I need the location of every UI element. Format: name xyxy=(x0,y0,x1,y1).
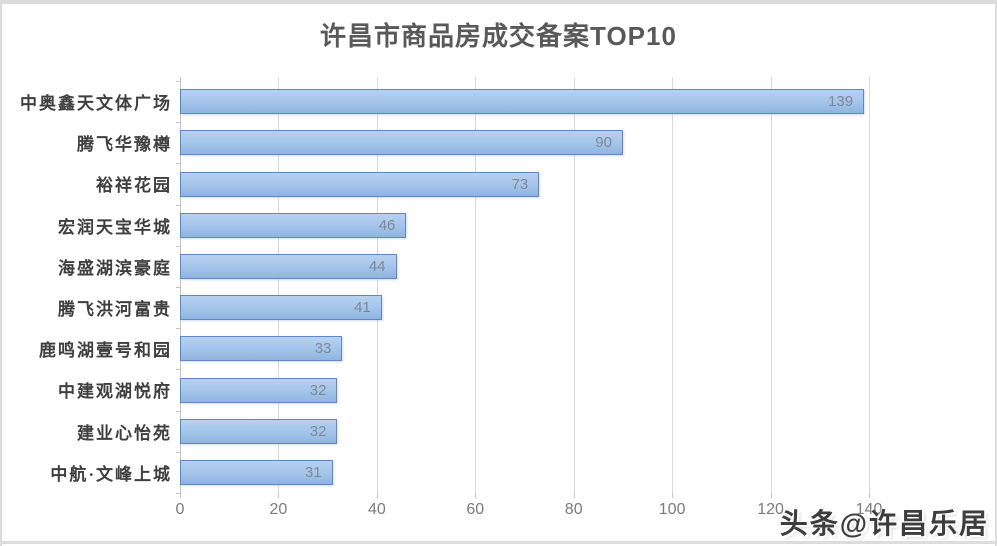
bar: 139 xyxy=(180,89,865,115)
y-tick-mark xyxy=(176,410,180,412)
gridline xyxy=(376,77,378,493)
bar: 31 xyxy=(180,459,333,485)
x-tick-label: 40 xyxy=(367,501,386,518)
y-tick-mark xyxy=(176,204,180,206)
y-tick-mark xyxy=(176,328,180,330)
frame-border-right xyxy=(995,0,997,546)
gridline xyxy=(770,77,772,493)
watermark: 头条@许昌乐居 xyxy=(779,508,989,539)
y-tick-mark xyxy=(176,163,180,165)
x-tick-label: 120 xyxy=(757,501,784,518)
x-tick-label: 140 xyxy=(855,501,883,518)
chart-title: 许昌市商品房成交备案TOP10 xyxy=(320,21,677,51)
x-tick-label: 60 xyxy=(466,501,485,518)
y-tick-mark xyxy=(176,81,180,82)
y-tick-mark xyxy=(176,451,180,453)
category-label: 裕祥花园 xyxy=(96,176,172,196)
gridline xyxy=(278,77,280,493)
gridline xyxy=(672,77,674,493)
bar: 32 xyxy=(180,418,338,444)
bar: 41 xyxy=(180,295,382,321)
x-tick-label: 80 xyxy=(564,501,583,518)
bar: 33 xyxy=(180,336,343,362)
gridline xyxy=(869,77,870,493)
x-tick-mark xyxy=(672,493,674,498)
category-label: 中航·文峰上城 xyxy=(50,464,172,484)
bar-value-label: 32 xyxy=(309,381,327,399)
bar-value-label: 31 xyxy=(304,463,322,481)
bar: 73 xyxy=(180,171,540,197)
bar-value-label: 46 xyxy=(378,216,396,234)
bar-value-label: 41 xyxy=(354,299,371,317)
category-label: 中奥鑫天文体广场 xyxy=(20,94,172,114)
gridline xyxy=(573,77,575,493)
y-tick-mark xyxy=(176,245,180,247)
x-tick-mark xyxy=(278,493,280,498)
x-tick-mark xyxy=(475,493,477,498)
y-tick-mark xyxy=(176,493,180,494)
x-tick-mark xyxy=(180,493,181,498)
y-tick-mark xyxy=(176,369,180,371)
bar: 44 xyxy=(180,253,397,279)
x-tick-label: 20 xyxy=(269,501,288,518)
bar: 46 xyxy=(180,212,407,238)
x-tick-mark xyxy=(770,493,772,498)
bar-value-label: 73 xyxy=(511,175,529,193)
bar-value-label: 33 xyxy=(314,340,332,358)
bar-value-label: 44 xyxy=(368,257,386,275)
bar-value-label: 32 xyxy=(309,422,327,440)
frame-border-bottom xyxy=(0,541,997,544)
x-tick-label: 0 xyxy=(175,501,185,518)
bar-value-label: 90 xyxy=(595,134,612,152)
category-axis-line xyxy=(180,77,181,493)
category-label: 腾飞洪河富贵 xyxy=(58,300,172,320)
frame-border-top xyxy=(0,0,997,4)
bar: 32 xyxy=(180,377,338,403)
category-label: 中建观湖悦府 xyxy=(58,382,172,402)
bar-value-label: 139 xyxy=(828,93,854,111)
x-tick-mark xyxy=(376,493,378,498)
category-label: 腾飞华豫樽 xyxy=(77,135,172,155)
frame-border-left xyxy=(0,0,2,546)
y-tick-mark xyxy=(176,122,180,124)
category-label: 海盛湖滨豪庭 xyxy=(58,258,172,278)
category-label: 建业心怡苑 xyxy=(77,423,172,443)
gridline xyxy=(475,77,477,493)
category-label: 宏润天宝华城 xyxy=(58,217,172,237)
bar: 90 xyxy=(180,130,623,156)
x-tick-label: 100 xyxy=(658,501,686,518)
x-tick-mark xyxy=(869,493,870,498)
category-label: 鹿鸣湖壹号和园 xyxy=(39,341,172,361)
x-tick-mark xyxy=(573,493,575,498)
y-tick-mark xyxy=(176,287,180,288)
